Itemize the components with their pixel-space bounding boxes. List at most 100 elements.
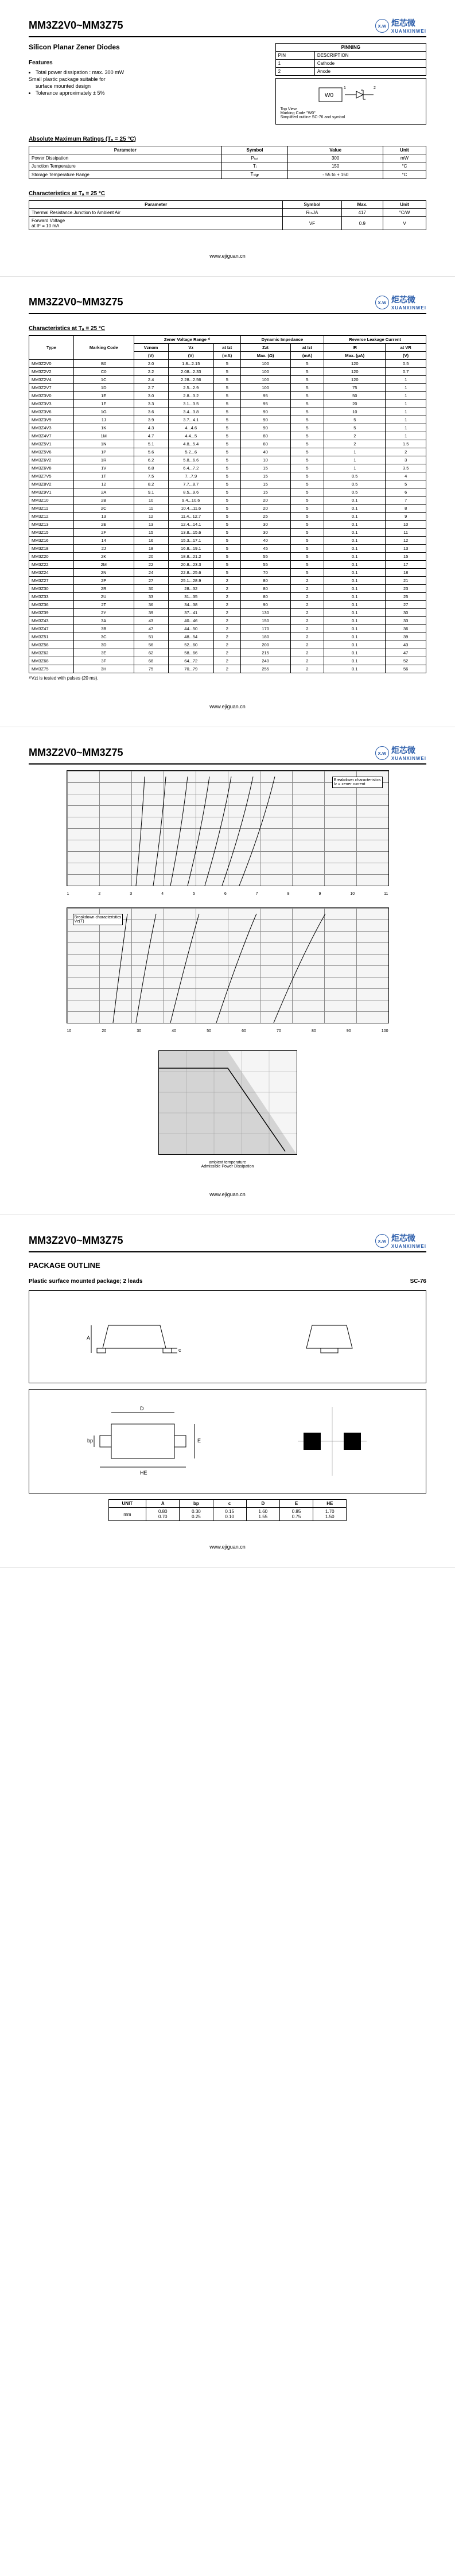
table-cell: 37...41 (168, 609, 213, 617)
table-row: MM3Z272P2725.1...28.928020.121 (29, 577, 426, 585)
table-row: MM3Z332U3331...3528020.125 (29, 593, 426, 601)
table-cell: 1R (73, 456, 134, 464)
chart-curves-icon (67, 771, 388, 886)
table-cell: MM3Z22 (29, 561, 74, 569)
table-cell: 0.5 (324, 480, 386, 488)
table-cell: 58...66 (168, 649, 213, 657)
table-cell: 3A (73, 617, 134, 625)
logo-sub: XUANXINWEI (391, 305, 426, 311)
table-cell: 1 (386, 416, 426, 424)
table-cell: MM3Z10 (29, 496, 74, 505)
table-cell: MM3Z15 (29, 529, 74, 537)
logo-sub: XUANXINWEI (391, 29, 426, 34)
table-cell: 5 (290, 521, 324, 529)
table-cell: 2P (73, 577, 134, 585)
table-row: MM3Z683F6864...72224020.152 (29, 657, 426, 665)
table-cell: 5 (290, 505, 324, 513)
table-cell: 52 (386, 657, 426, 665)
table-cell: 80 (240, 577, 290, 585)
table-cell: 0.1 (324, 593, 386, 601)
logo-text: 炬芯微 (391, 1232, 426, 1244)
table-cell: 56 (386, 665, 426, 673)
table-cell: 6.2 (134, 456, 168, 464)
table-cell: C0 (73, 368, 134, 376)
chart-2-container: Breakdown characteristics Vz(T) 10203040… (29, 907, 426, 1033)
table-cell: 47 (134, 625, 168, 633)
table-cell: 120 (324, 368, 386, 376)
table-cell: 33 (134, 593, 168, 601)
table-cell: 18.8...21.2 (168, 553, 213, 561)
table-cell: 5 (290, 488, 324, 496)
table-header: (V) (386, 352, 426, 360)
header: MM3Z2V0~MM3Z75 x.w 炬芯微 XUANXINWEI (29, 1232, 426, 1252)
diode-symbol-icon: W0 1 2 (316, 83, 385, 106)
table-row: MM3Z16141615.3...17.154050.112 (29, 537, 426, 545)
table-cell: 2 (290, 593, 324, 601)
table-cell: MM3Z2V2 (29, 368, 74, 376)
table-cell: MM3Z6V2 (29, 456, 74, 464)
table-cell: 2A (73, 488, 134, 496)
table-cell: 30 (386, 609, 426, 617)
table-cell: 2Y (73, 609, 134, 617)
table-row: MM3Z202K2018.8...21.255550.115 (29, 553, 426, 561)
pin-header: PIN (275, 52, 314, 60)
pinning-title: PINNING (275, 44, 426, 52)
table-cell: 2.4 (134, 376, 168, 384)
table-cell: 2M (73, 561, 134, 569)
table-cell: 5 (213, 424, 240, 432)
table-cell: MM3Z13 (29, 521, 74, 529)
table-cell: MM3Z39 (29, 609, 74, 617)
table-cell: 5 (213, 496, 240, 505)
package-drawing-bottom: D HE E bp (29, 1389, 426, 1493)
table-row: MM3Z2V2C02.22.08...2.33510051200.7 (29, 368, 426, 376)
table-cell: 4 (386, 472, 426, 480)
table-cell: 3.4...3.8 (168, 408, 213, 416)
table-cell: 5 (213, 384, 240, 392)
table-cell: 5 (290, 384, 324, 392)
table-row: MM3Z513C5148...54218020.139 (29, 633, 426, 641)
chart-curves-icon (67, 908, 388, 1023)
table-cell: 2 (290, 665, 324, 673)
table-cell: 50 (324, 392, 386, 400)
table-cell: MM3Z20 (29, 553, 74, 561)
table-row: MM3Z4V71M4.74.4...5580521 (29, 432, 426, 440)
table-cell: MM3Z51 (29, 633, 74, 641)
table-cell: 2 (290, 601, 324, 609)
table-cell: 2U (73, 593, 134, 601)
table-cell: 1P (73, 448, 134, 456)
table-row: Junction TemperatureTⱼ150°C (29, 162, 426, 170)
abs-max-table: Parameter Symbol Value Unit Power Dissip… (29, 146, 426, 179)
table-cell: 5.2...6 (168, 448, 213, 456)
table-cell: 5 (213, 368, 240, 376)
table-cell: 62 (134, 649, 168, 657)
table-cell: 1G (73, 408, 134, 416)
table-cell: 39 (134, 609, 168, 617)
table-cell: 200 (240, 641, 290, 649)
table-cell: 2R (73, 585, 134, 593)
table-cell: 7 (386, 496, 426, 505)
table-cell: 20 (240, 505, 290, 513)
table-cell: 100 (240, 360, 290, 368)
table-header: Unit (383, 201, 426, 209)
table-cell: 4.4...5 (168, 432, 213, 440)
table-cell: 0.1 (324, 585, 386, 593)
table-cell: 1 (386, 392, 426, 400)
table-row: MM3Z6V21R6.25.8...6.6510513 (29, 456, 426, 464)
table-cell: 90 (240, 601, 290, 609)
table-cell: 25.1...28.9 (168, 577, 213, 585)
table-cell: 5 (290, 472, 324, 480)
table-header: (V) (134, 352, 168, 360)
table-row: MM3Z473B4744...50217020.136 (29, 625, 426, 633)
table-cell: 2 (290, 657, 324, 665)
table-cell: 56 (134, 641, 168, 649)
table-header: Vz (168, 344, 213, 352)
logo-sub: XUANXINWEI (391, 1244, 426, 1249)
page-2: MM3Z2V0~MM3Z75 x.w 炬芯微 XUANXINWEI Charac… (0, 277, 455, 727)
table-cell: 36 (134, 601, 168, 609)
table-cell: 1E (73, 392, 134, 400)
table-cell: 3C (73, 633, 134, 641)
abs-max-title: Absolute Maximum Ratings (Tₐ = 25 °C) (29, 136, 426, 142)
table-cell: 9.4...10.6 (168, 496, 213, 505)
table-cell: 12.4...14.1 (168, 521, 213, 529)
table-row: MM3Z2V71D2.72.5...2.951005751 (29, 384, 426, 392)
